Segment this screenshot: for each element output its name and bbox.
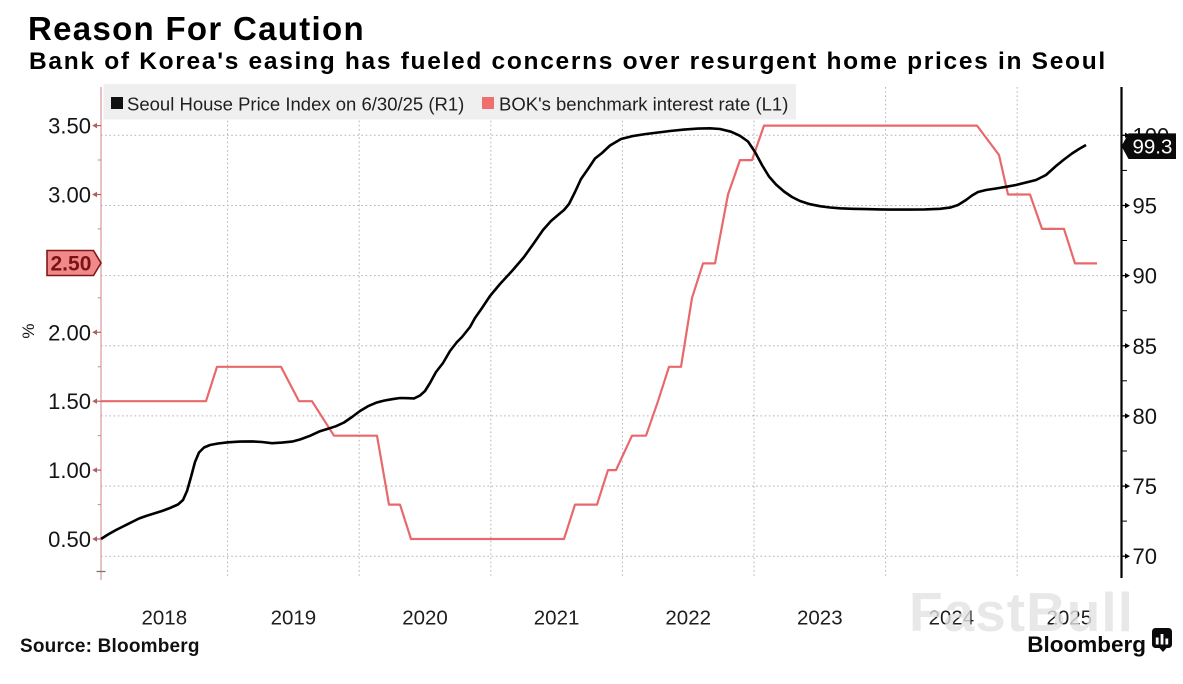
svg-text:2020: 2020 [402, 607, 448, 630]
svg-text:2021: 2021 [534, 607, 580, 630]
svg-text:99.3: 99.3 [1133, 136, 1173, 159]
svg-text:Bloomberg: Bloomberg [1027, 632, 1146, 657]
svg-text:2022: 2022 [665, 607, 711, 630]
svg-text:3.00: 3.00 [48, 183, 91, 208]
svg-text:2.00: 2.00 [48, 320, 91, 345]
svg-text:90: 90 [1133, 264, 1157, 289]
svg-text:85: 85 [1133, 334, 1157, 359]
svg-text:FastBull: FastBull [909, 581, 1134, 643]
svg-text:1.50: 1.50 [48, 389, 91, 414]
svg-text:75: 75 [1133, 474, 1157, 499]
svg-text:Seoul House Price Index on 6/3: Seoul House Price Index on 6/30/25 (R1) [127, 94, 464, 115]
svg-text:%: % [19, 323, 38, 338]
svg-text:70: 70 [1133, 544, 1157, 569]
svg-text:Source: Bloomberg: Source: Bloomberg [20, 636, 200, 657]
svg-text:Bank of Korea's easing has fue: Bank of Korea's easing has fueled concer… [29, 48, 1107, 75]
svg-text:95: 95 [1133, 194, 1157, 219]
svg-text:0.50: 0.50 [48, 527, 91, 552]
svg-text:2019: 2019 [271, 607, 317, 630]
svg-text:2.50: 2.50 [51, 253, 92, 276]
svg-text:3.50: 3.50 [48, 114, 91, 139]
svg-text:BOK's benchmark interest rate: BOK's benchmark interest rate (L1) [499, 94, 788, 115]
svg-text:2023: 2023 [797, 607, 843, 630]
svg-text:2025: 2025 [1046, 607, 1092, 630]
svg-text:2018: 2018 [141, 607, 187, 630]
svg-text:Reason For Caution: Reason For Caution [28, 10, 365, 47]
svg-text:1.00: 1.00 [48, 458, 91, 483]
svg-text:80: 80 [1133, 404, 1157, 429]
svg-text:2024: 2024 [929, 607, 975, 630]
